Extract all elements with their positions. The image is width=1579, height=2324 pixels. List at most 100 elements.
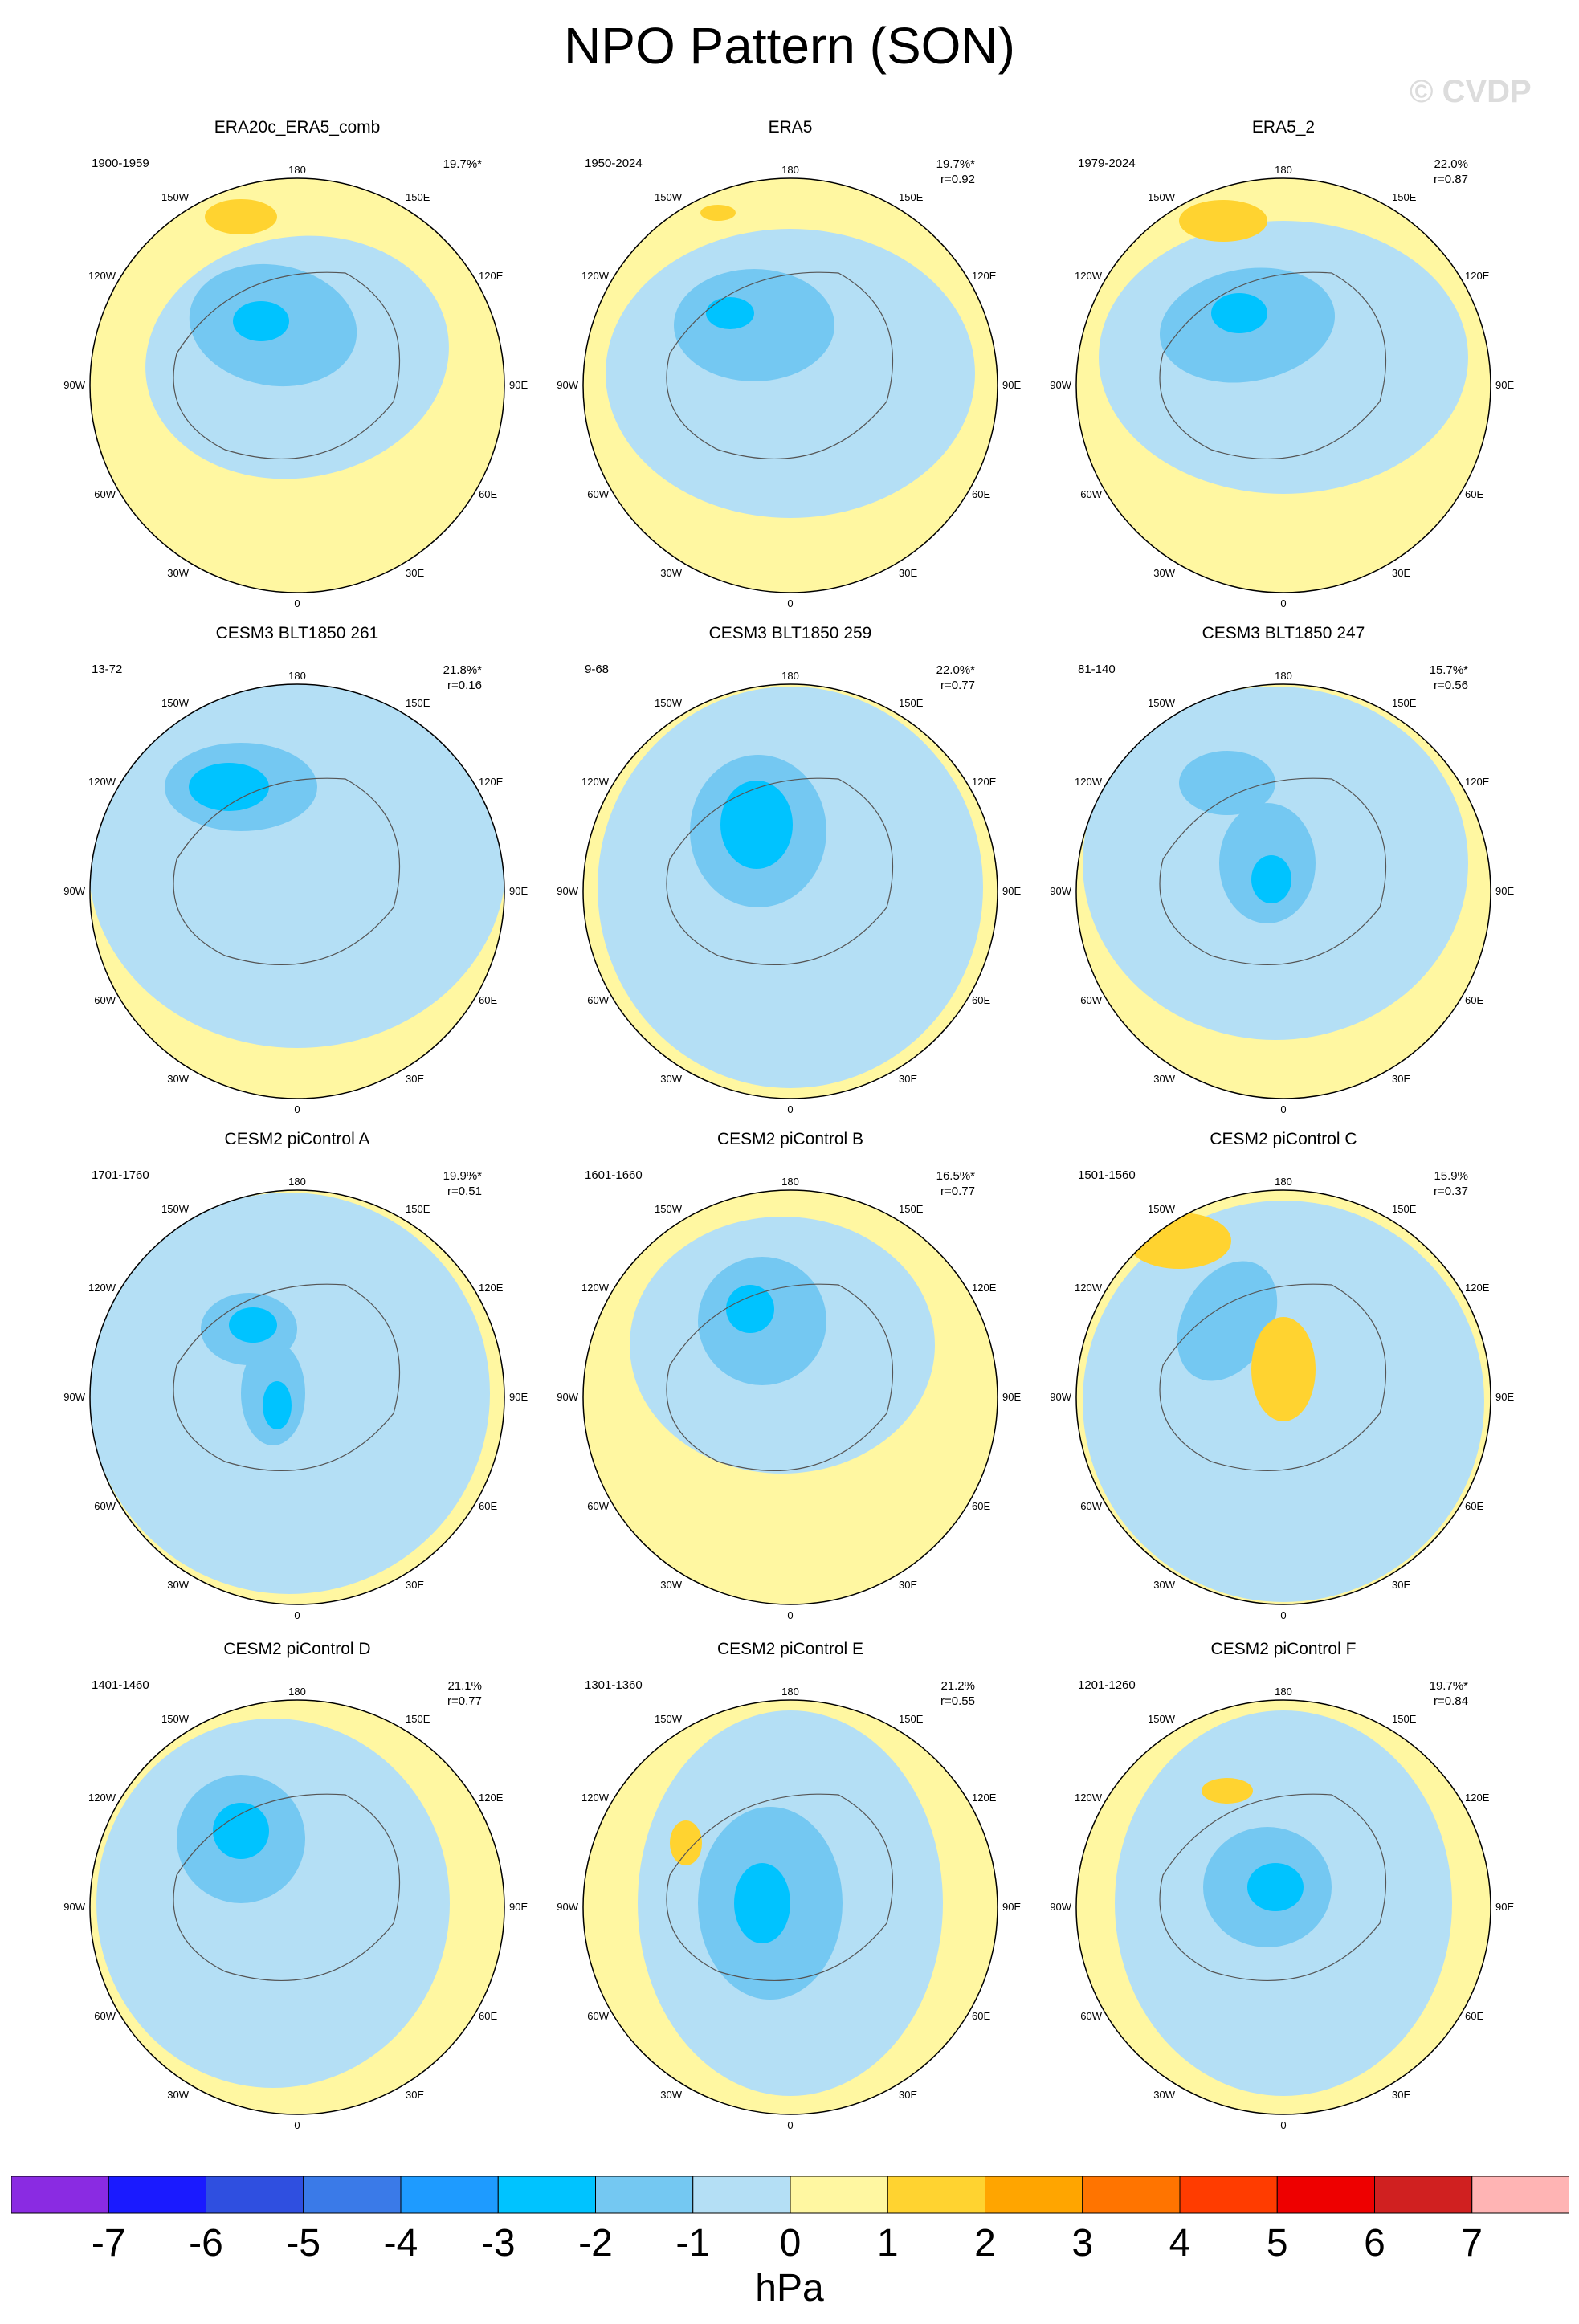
lon-label-tl: 150W — [1148, 1713, 1176, 1725]
lon-label-tl: 150W — [1148, 697, 1176, 709]
colorbar-tick-label: -1 — [675, 2222, 711, 2265]
colorbar-swatch — [11, 2176, 109, 2214]
anomaly-contour — [229, 1307, 277, 1343]
map-panel-3: ERA5_2 1979-2024 22.0% r=0.87 180 0 90W 90E… — [1042, 116, 1524, 614]
lon-label-bottom: 0 — [787, 597, 793, 610]
panel-correlation: r=0.77 — [940, 679, 975, 692]
map-border — [89, 177, 505, 593]
lon-label-l: 90W — [557, 1901, 578, 1913]
lon-label-tr: 150E — [406, 697, 430, 709]
lon-label-bl: 30W — [167, 1073, 189, 1085]
lon-label-br: 30E — [406, 1579, 424, 1591]
colorbar-tick-label: 2 — [974, 2222, 996, 2265]
polar-map: 180 0 90W 90E 150W 150E 120W 120E 60W 60E 30W 30E — [557, 1176, 1021, 1621]
lon-label-ur: 120E — [479, 776, 504, 788]
panel-stats: 16.5%* r=0.77 — [895, 1168, 975, 1199]
anomaly-field — [1076, 684, 1491, 1099]
lon-label-tr: 150E — [406, 1713, 430, 1725]
lon-label-r: 90E — [1002, 1391, 1021, 1403]
lon-label-br: 30E — [899, 2089, 917, 2101]
lon-label-br: 30E — [1392, 2089, 1410, 2101]
panel-title: ERA20c_ERA5_comb — [214, 118, 381, 137]
lon-label-bl: 30W — [660, 567, 682, 579]
lon-label-lr: 60E — [972, 2010, 990, 2022]
map-border — [89, 683, 505, 1099]
anomaly-contour — [213, 1803, 269, 1859]
anomaly-contour — [189, 763, 269, 811]
map-panel-8: CESM2 piControl B 1601-1660 16.5%* r=0.7… — [549, 1128, 1031, 1626]
panel-correlation: r=0.51 — [447, 1184, 482, 1198]
panel-correlation: r=0.16 — [447, 679, 482, 692]
anomaly-field — [1076, 1190, 1491, 1604]
lon-label-bl: 30W — [660, 1579, 682, 1591]
lon-label-tr: 150E — [899, 1713, 924, 1725]
panel-years: 1900-1959 — [92, 157, 149, 170]
coastline — [173, 271, 401, 459]
panel-years: 1601-1660 — [585, 1168, 643, 1182]
panel-variance: 19.7%* — [936, 157, 975, 171]
panel-variance: 15.7%* — [1429, 663, 1468, 677]
lon-label-ll: 60W — [94, 2010, 116, 2022]
lon-label-ll: 60W — [1080, 1500, 1102, 1512]
map-border — [1075, 683, 1491, 1099]
lon-label-l: 90W — [1050, 1391, 1071, 1403]
colorbar-swatch — [692, 2176, 791, 2214]
map-panel-2: ERA5 1950-2024 19.7%* r=0.92 180 0 90W 90E 1… — [549, 116, 1031, 614]
coastline — [173, 777, 401, 965]
coastline — [173, 1283, 401, 1471]
map-panel-11: CESM2 piControl E 1301-1360 21.2% r=0.55… — [549, 1638, 1031, 2136]
panel-stats: 21.8%* r=0.16 — [402, 663, 482, 693]
lon-label-bottom: 0 — [294, 2119, 300, 2131]
lon-label-top: 180 — [781, 670, 799, 682]
anomaly-field — [583, 1190, 998, 1604]
lon-label-ur: 120E — [1465, 1282, 1490, 1294]
panel-years: 1301-1360 — [585, 1678, 643, 1692]
map-border — [1075, 1189, 1491, 1605]
lon-label-tl: 150W — [161, 1713, 190, 1725]
lon-label-bl: 30W — [1153, 567, 1175, 579]
panel-title: CESM3 BLT1850 247 — [1202, 624, 1365, 642]
lon-label-r: 90E — [509, 885, 528, 897]
panel-title: CESM2 piControl C — [1210, 1130, 1357, 1148]
colorbar-units: hPa — [755, 2267, 824, 2310]
colorbar-tick-label: 4 — [1169, 2222, 1191, 2265]
anomaly-contour — [1251, 1317, 1316, 1421]
lon-label-br: 30E — [406, 1073, 424, 1085]
lon-label-bottom: 0 — [294, 1609, 300, 1621]
lon-label-bottom: 0 — [1280, 597, 1286, 610]
anomaly-field — [1076, 1700, 1491, 2114]
anomaly-contour — [90, 684, 504, 1048]
coastline — [173, 1793, 401, 1981]
lon-label-ur: 120E — [972, 776, 997, 788]
map-panel-7: CESM2 piControl A 1701-1760 19.9%* r=0.5… — [56, 1128, 538, 1626]
lon-label-br: 30E — [1392, 1073, 1410, 1085]
map-panel-6: CESM3 BLT1850 247 81-140 15.7%* r=0.56 1… — [1042, 622, 1524, 1120]
lon-label-l: 90W — [557, 885, 578, 897]
lon-label-top: 180 — [781, 164, 799, 176]
anomaly-contour — [670, 1820, 702, 1865]
lon-label-bottom: 0 — [294, 597, 300, 610]
map-panel-4: CESM3 BLT1850 261 13-72 21.8%* r=0.16 18… — [56, 622, 538, 1120]
colorbar-tick-label: 7 — [1461, 2222, 1483, 2265]
panel-title: CESM2 piControl F — [1210, 1640, 1357, 1658]
colorbar-tick-label: 0 — [779, 2222, 802, 2265]
panel-years: 1979-2024 — [1078, 157, 1136, 170]
lon-label-top: 180 — [781, 1176, 799, 1188]
lon-label-tr: 150E — [1392, 1203, 1417, 1215]
colorbar-swatch — [1082, 2176, 1181, 2214]
lon-label-l: 90W — [63, 885, 85, 897]
lon-label-r: 90E — [1002, 379, 1021, 391]
lon-label-tl: 150W — [655, 697, 683, 709]
lon-label-tl: 150W — [655, 191, 683, 203]
lon-label-ll: 60W — [1080, 2010, 1102, 2022]
lon-label-r: 90E — [1002, 1901, 1021, 1913]
anomaly-field — [90, 1700, 504, 2114]
anomaly-contour — [1202, 1778, 1253, 1804]
panel-title: CESM3 BLT1850 259 — [708, 624, 872, 642]
lon-label-lr: 60E — [479, 2010, 497, 2022]
lon-label-ul: 120W — [1075, 270, 1103, 282]
lon-label-r: 90E — [1495, 379, 1514, 391]
lon-label-lr: 60E — [972, 1500, 990, 1512]
anomaly-contour — [734, 1863, 790, 1943]
polar-map: 180 0 90W 90E 150W 150E 120W 120E 60W 60E 30W 30E — [1050, 164, 1514, 610]
